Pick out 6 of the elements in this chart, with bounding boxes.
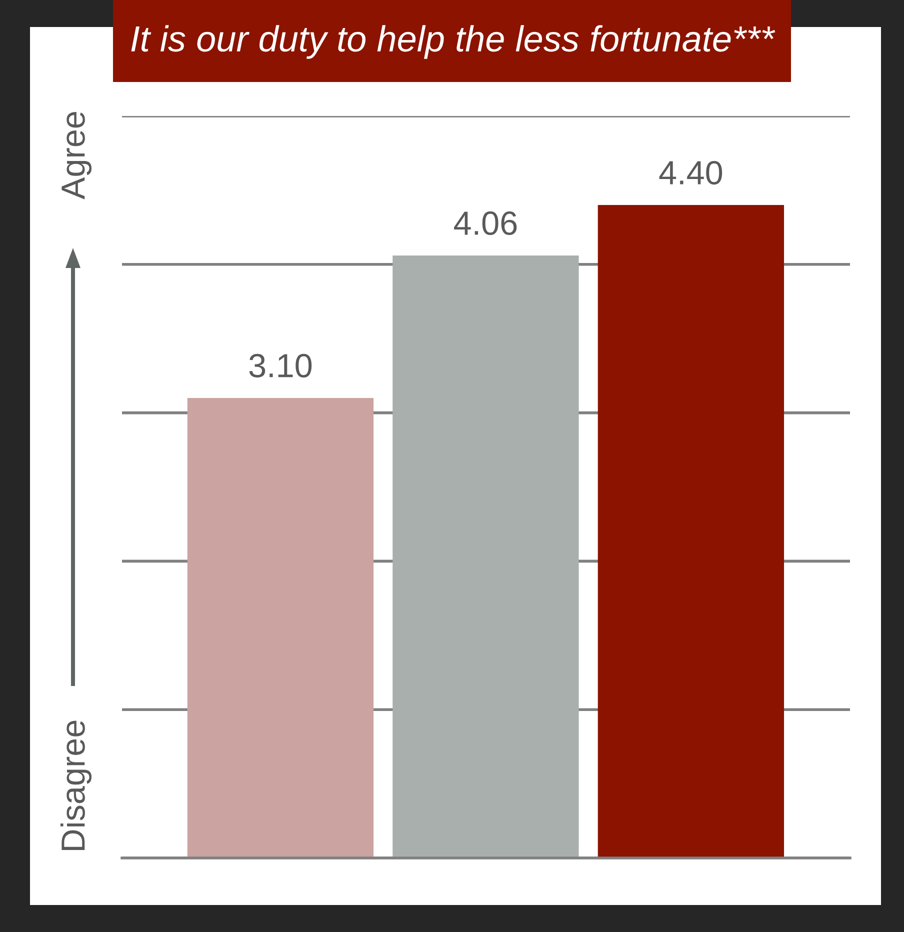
text: Disagree [60, 720, 92, 850]
chart-title: It is our duty to help the less fortunate*** [131, 25, 776, 59]
data-label: 3.10 [249, 354, 312, 378]
data-label: 4.06 [454, 211, 517, 236]
text: Agree [62, 112, 92, 200]
data-label: 4.40 [659, 160, 722, 185]
